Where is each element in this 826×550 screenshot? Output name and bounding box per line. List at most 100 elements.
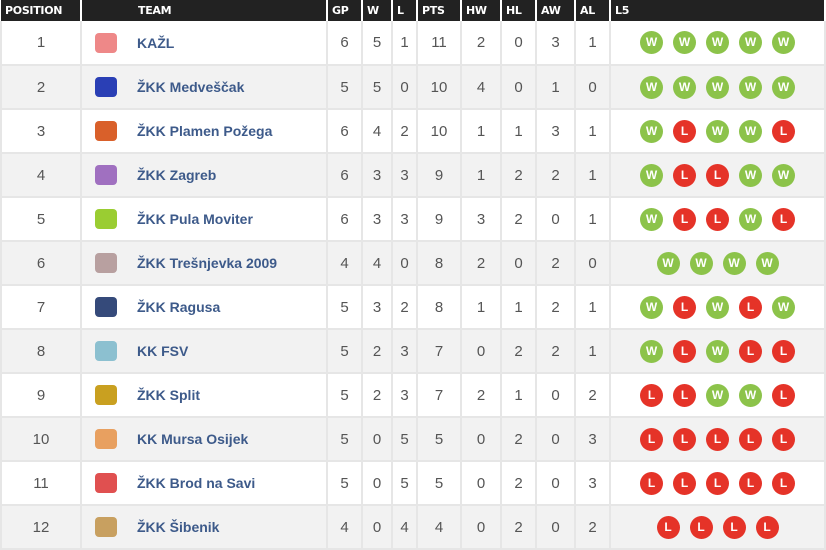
al-cell: 3 xyxy=(574,417,611,462)
l-cell: 3 xyxy=(391,373,418,418)
position-cell: 10 xyxy=(0,417,82,462)
loss-badge: L xyxy=(673,295,696,319)
w-cell: 5 xyxy=(361,65,393,110)
header-al[interactable]: AL xyxy=(575,0,611,21)
l-cell: 3 xyxy=(391,197,418,242)
team-logo-icon xyxy=(95,165,117,185)
team-link[interactable]: ŽKK Brod na Savi xyxy=(137,475,256,491)
team-link[interactable]: KK Mursa Osijek xyxy=(137,431,249,447)
position-cell: 4 xyxy=(0,153,82,198)
position-cell: 3 xyxy=(0,109,82,154)
hl-cell: 1 xyxy=(500,373,537,418)
table-row: 3 ŽKK Plamen Požega 6 4 2 10 1 1 3 1 W L W W L xyxy=(0,109,826,154)
al-cell: 1 xyxy=(574,197,611,242)
gp-cell: 4 xyxy=(326,241,363,286)
team-logo-icon xyxy=(95,77,117,97)
loss-badge: L xyxy=(772,339,795,363)
loss-badge: L xyxy=(739,471,762,495)
win-badge: W xyxy=(656,251,680,275)
table-row: 7 ŽKK Ragusa 5 3 2 8 1 1 2 1 W L W L W xyxy=(0,285,826,330)
header-row: POSITION TEAM GP W L PTS HW HL AW AL L5 xyxy=(1,0,826,21)
loss-badge: L xyxy=(673,427,696,451)
hw-cell: 0 xyxy=(460,461,502,506)
loss-badge: L xyxy=(656,515,680,539)
hw-cell: 1 xyxy=(460,153,502,198)
team-link[interactable]: ŽKK Ragusa xyxy=(137,299,221,315)
team-cell: ŽKK Split xyxy=(80,373,328,418)
loss-badge: L xyxy=(739,427,762,451)
hl-cell: 1 xyxy=(500,109,537,154)
loss-badge: L xyxy=(706,207,729,231)
aw-cell: 3 xyxy=(535,109,576,154)
header-position[interactable]: POSITION xyxy=(1,0,82,21)
pts-cell: 9 xyxy=(416,153,462,198)
team-link[interactable]: ŽKK Šibenik xyxy=(137,519,220,535)
team-cell: ŽKK Brod na Savi xyxy=(80,461,328,506)
win-badge: W xyxy=(772,75,795,99)
header-team[interactable]: TEAM xyxy=(81,0,328,21)
al-cell: 3 xyxy=(574,461,611,506)
header-pts[interactable]: PTS xyxy=(417,0,462,21)
hw-cell: 0 xyxy=(460,417,502,462)
team-link[interactable]: ŽKK Plamen Požega xyxy=(137,123,273,139)
header-gp[interactable]: GP xyxy=(327,0,363,21)
team-cell: KK Mursa Osijek xyxy=(80,417,328,462)
al-cell: 0 xyxy=(574,241,611,286)
pts-cell: 10 xyxy=(416,65,462,110)
team-link[interactable]: ŽKK Zagreb xyxy=(137,167,217,183)
win-badge: W xyxy=(739,207,762,231)
team-link[interactable]: ŽKK Pula Moviter xyxy=(137,211,253,227)
gp-cell: 5 xyxy=(326,373,363,418)
header-aw[interactable]: AW xyxy=(536,0,576,21)
team-link[interactable]: KK FSV xyxy=(137,343,189,359)
gp-cell: 6 xyxy=(326,21,363,66)
w-cell: 3 xyxy=(361,285,393,330)
l-cell: 5 xyxy=(391,417,418,462)
header-hw[interactable]: HW xyxy=(461,0,502,21)
al-cell: 1 xyxy=(574,329,611,374)
pts-cell: 9 xyxy=(416,197,462,242)
hw-cell: 2 xyxy=(460,241,502,286)
team-link[interactable]: ŽKK Split xyxy=(137,387,200,403)
gp-cell: 5 xyxy=(326,329,363,374)
team-logo-icon xyxy=(95,209,117,229)
win-badge: W xyxy=(706,75,729,99)
team-link[interactable]: ŽKK Medveščak xyxy=(137,79,245,95)
team-logo-icon xyxy=(95,32,117,53)
aw-cell: 0 xyxy=(535,461,576,506)
hw-cell: 3 xyxy=(460,197,502,242)
win-badge: W xyxy=(772,295,795,319)
win-badge: W xyxy=(640,295,663,319)
l-cell: 3 xyxy=(391,329,418,374)
aw-cell: 0 xyxy=(535,417,576,462)
header-hl[interactable]: HL xyxy=(501,0,537,21)
win-badge: W xyxy=(640,119,663,143)
loss-badge: L xyxy=(772,383,795,407)
win-badge: W xyxy=(739,119,762,143)
loss-badge: L xyxy=(706,427,729,451)
loss-badge: L xyxy=(640,383,663,407)
header-w[interactable]: W xyxy=(362,0,393,21)
w-cell: 4 xyxy=(361,241,393,286)
team-logo-icon xyxy=(95,253,117,273)
hl-cell: 0 xyxy=(500,21,537,66)
pts-cell: 8 xyxy=(416,285,462,330)
team-link[interactable]: ŽKK Trešnjevka 2009 xyxy=(137,255,278,271)
win-badge: W xyxy=(640,163,663,187)
header-l[interactable]: L xyxy=(392,0,418,21)
pts-cell: 8 xyxy=(416,241,462,286)
win-badge: W xyxy=(640,75,663,99)
team-link[interactable]: KAŽL xyxy=(137,34,175,51)
hl-cell: 2 xyxy=(500,153,537,198)
team-cell: ŽKK Zagreb xyxy=(80,153,328,198)
pts-cell: 5 xyxy=(416,461,462,506)
position-cell: 5 xyxy=(0,197,82,242)
loss-badge: L xyxy=(640,427,663,451)
loss-badge: L xyxy=(673,119,696,143)
loss-badge: L xyxy=(673,471,696,495)
loss-badge: L xyxy=(755,515,779,539)
position-cell: 7 xyxy=(0,285,82,330)
gp-cell: 5 xyxy=(326,461,363,506)
al-cell: 2 xyxy=(574,505,611,550)
